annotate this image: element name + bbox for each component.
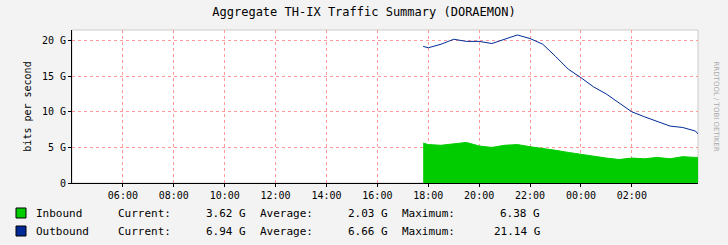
svg-text:12:00: 12:00	[261, 190, 291, 201]
svg-text:18:00: 18:00	[413, 190, 443, 201]
svg-text:Outbound: Outbound	[36, 225, 89, 238]
svg-text:08:00: 08:00	[159, 190, 189, 201]
svg-text:20:00: 20:00	[464, 190, 494, 201]
svg-text:Current:: Current:	[118, 207, 171, 220]
svg-text:14:00: 14:00	[311, 190, 341, 201]
svg-text:15 G: 15 G	[42, 71, 66, 82]
svg-text:Average:: Average:	[260, 207, 313, 220]
svg-text:10 G: 10 G	[42, 106, 66, 117]
svg-text:bits per second: bits per second	[22, 61, 33, 151]
svg-text:6.66 G: 6.66 G	[348, 225, 388, 238]
svg-text:0: 0	[60, 178, 66, 189]
svg-text:3.62 G: 3.62 G	[206, 207, 246, 220]
svg-text:Aggregate TH-IX Traffic Summar: Aggregate TH-IX Traffic Summary (DORAEMO…	[212, 5, 515, 19]
svg-text:16:00: 16:00	[362, 190, 392, 201]
svg-text:5 G: 5 G	[48, 142, 66, 153]
svg-text:Maximum:: Maximum:	[402, 225, 455, 238]
svg-text:02:00: 02:00	[617, 190, 647, 201]
svg-text:00:00: 00:00	[566, 190, 596, 201]
svg-text:RRDTOOL / TOBI OETIKER: RRDTOOL / TOBI OETIKER	[712, 62, 720, 152]
svg-text:Inbound: Inbound	[36, 207, 82, 220]
svg-text:21.14 G: 21.14 G	[494, 225, 540, 238]
svg-text:06:00: 06:00	[108, 190, 138, 201]
svg-text:22:00: 22:00	[515, 190, 545, 201]
svg-text:6.38 G: 6.38 G	[500, 207, 540, 220]
svg-text:10:00: 10:00	[210, 190, 240, 201]
svg-text:20 G: 20 G	[42, 35, 66, 46]
svg-text:Current:: Current:	[118, 225, 171, 238]
svg-text:Maximum:: Maximum:	[402, 207, 455, 220]
svg-text:6.94 G: 6.94 G	[206, 225, 246, 238]
svg-text:2.03 G: 2.03 G	[348, 207, 388, 220]
svg-text:Average:: Average:	[260, 225, 313, 238]
